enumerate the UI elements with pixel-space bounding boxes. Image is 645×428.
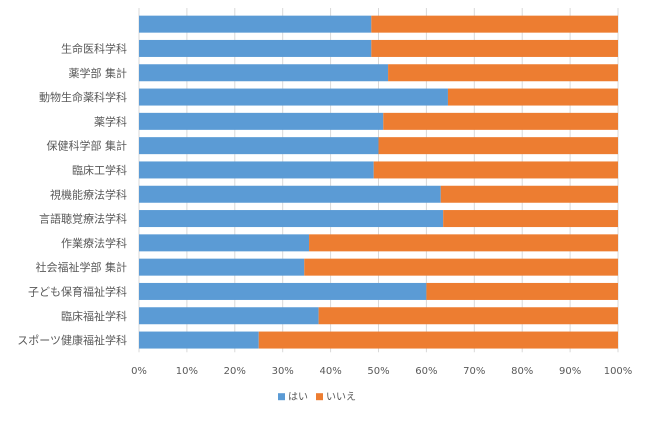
category-label: 薬学科 xyxy=(94,114,127,128)
bar-segment xyxy=(139,185,441,203)
bar-segment xyxy=(139,88,448,106)
category-label: 子ども保育福祉学科 xyxy=(28,284,127,298)
category-label: スポーツ健康福祉学科 xyxy=(17,333,127,347)
bar-segment xyxy=(139,282,427,300)
legend-swatch xyxy=(278,393,285,401)
grid xyxy=(138,8,619,353)
bar-segment xyxy=(139,161,374,179)
x-tick-label: 70% xyxy=(463,366,485,377)
x-tick-label: 0% xyxy=(131,366,147,377)
category-label: 作業療法学科 xyxy=(61,236,127,250)
bar-segment xyxy=(139,64,389,82)
category-label: 社会福祉学部 集計 xyxy=(36,260,128,274)
legend: はい いいえ xyxy=(278,391,356,403)
category-label: 臨床工学科 xyxy=(72,163,127,177)
legend-label: いいえ xyxy=(326,391,356,403)
legend-swatch xyxy=(316,393,323,401)
x-tick-label: 50% xyxy=(367,366,389,377)
bar-segment xyxy=(304,258,618,276)
bar-segment xyxy=(139,112,384,130)
bar-segment xyxy=(383,112,618,130)
category-label: 生命医科学科 xyxy=(61,41,127,55)
x-tick-label: 90% xyxy=(559,366,581,377)
x-tick-label: 20% xyxy=(224,366,246,377)
bar-segment xyxy=(139,137,379,155)
x-tick-label: 60% xyxy=(415,366,437,377)
bar-segment xyxy=(440,185,618,203)
bar-segment xyxy=(139,39,372,57)
x-tick-label: 10% xyxy=(176,366,198,377)
bar-segment xyxy=(371,15,618,33)
bar-segment xyxy=(426,282,618,300)
bar-segment xyxy=(258,331,618,349)
x-tick-labels: 0% 10% 20% 30% 40% 50% 60% 70% 80% 90% 100% xyxy=(131,366,632,377)
category-label: 保健科学部 集計 xyxy=(47,139,128,153)
bar-segment xyxy=(318,307,618,325)
bar-segment xyxy=(139,307,319,325)
bar-segment xyxy=(139,15,372,33)
bar-segment xyxy=(309,234,618,252)
category-label: 言語聴覚療法学科 xyxy=(39,212,127,226)
category-label: 臨床福祉学科 xyxy=(61,309,127,323)
category-label: 動物生命薬科学科 xyxy=(39,90,127,104)
bar-segment xyxy=(373,161,618,179)
bar-segment xyxy=(378,137,618,155)
bar-segment xyxy=(139,234,310,252)
bar-segment xyxy=(447,88,618,106)
bar-segment xyxy=(139,331,259,349)
bar-segment xyxy=(139,210,444,228)
bar-segment xyxy=(139,258,305,276)
x-tick-label: 80% xyxy=(511,366,533,377)
category-label: 視機能療法学科 xyxy=(50,187,127,201)
bars xyxy=(139,15,618,349)
legend-label: はい xyxy=(288,391,308,403)
category-label: 薬学部 集計 xyxy=(69,66,128,80)
x-tick-label: 30% xyxy=(272,366,294,377)
bar-segment xyxy=(371,39,618,57)
x-tick-label: 40% xyxy=(319,366,341,377)
bar-segment xyxy=(443,210,618,228)
x-tick-label: 100% xyxy=(604,366,633,377)
bar-segment xyxy=(388,64,618,82)
